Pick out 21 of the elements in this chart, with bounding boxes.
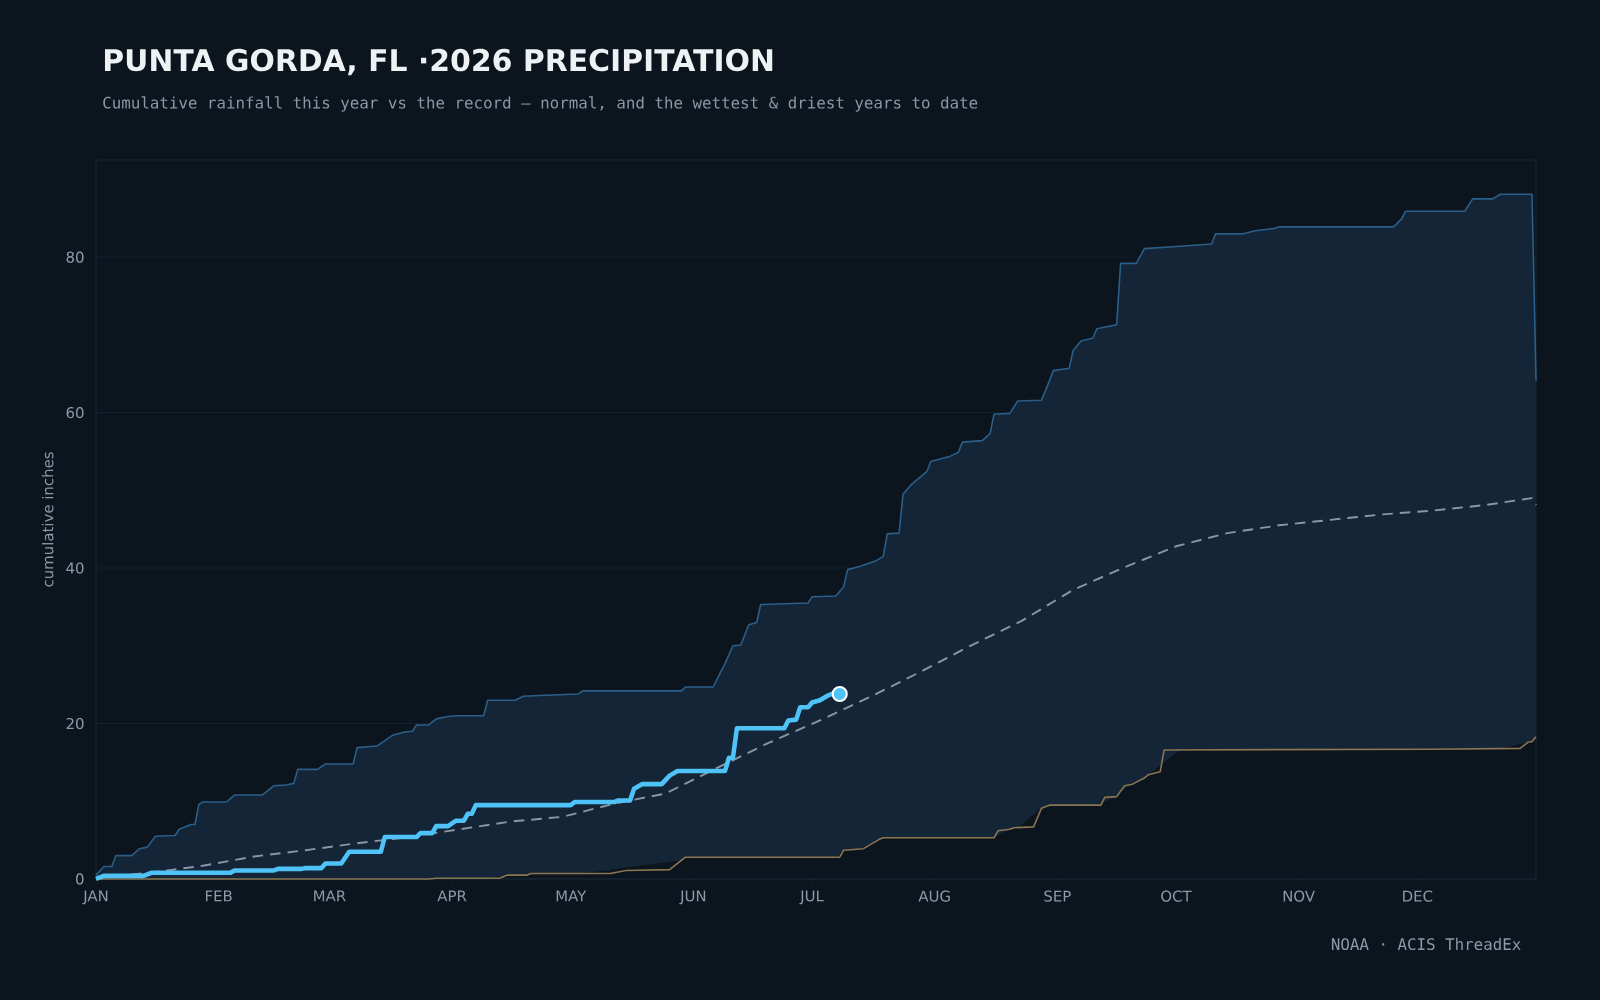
x-tick-label: FEB: [205, 890, 232, 902]
chart-subtitle: Cumulative rainfall this year vs the record — normal, and the wettest & driest years to date: [103, 96, 978, 112]
x-tick-label: OCT: [1161, 890, 1192, 902]
x-tick-label: JAN: [82, 890, 108, 905]
y-tick-label: 80: [66, 251, 84, 263]
x-tick-label: MAR: [314, 890, 346, 902]
y-tick-label: 20: [66, 717, 84, 730]
y-tick-label: 40: [66, 562, 84, 574]
x-tick-label: APR: [437, 890, 467, 902]
x-tick-label: SEP: [1044, 890, 1071, 902]
x-tick-label: MAY: [556, 890, 587, 902]
x-tick-label: AUG: [918, 890, 950, 902]
y-axis-title: cumulative inches: [41, 452, 54, 587]
y-tick-label: 0: [76, 873, 84, 885]
x-tick-label: DEC: [1403, 890, 1433, 902]
chart-title: PUNTA GORDA, FL ·2026 PRECIPITATION: [104, 48, 773, 76]
x-tick-label: JUN: [679, 890, 706, 905]
x-tick-label: JUL: [799, 890, 824, 905]
x-tick-label: NOV: [1283, 890, 1315, 902]
y-tick-label: 60: [66, 406, 84, 419]
text: NOAA · ACIS ThreadEx: [1331, 937, 1521, 951]
